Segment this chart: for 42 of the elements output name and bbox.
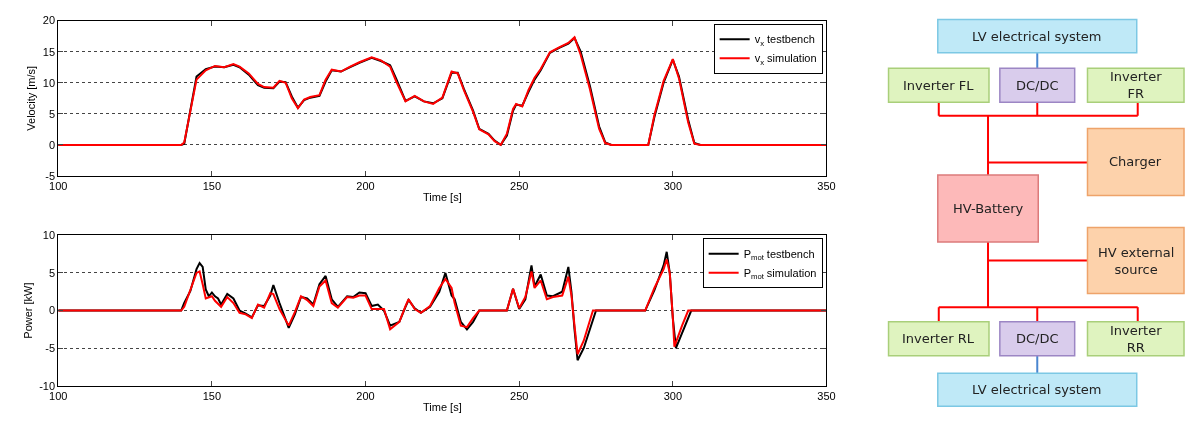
legend-label: v$_{x}$ testbench <box>754 33 815 48</box>
text: DC/DC <box>1016 78 1059 93</box>
x-tick-label: 100 <box>49 180 68 193</box>
y-tick-label: -5 <box>45 342 56 355</box>
x-tick-label: 350 <box>817 390 836 403</box>
text: Inverter FR <box>1110 69 1163 101</box>
text: LV electrical system <box>972 29 1102 44</box>
text: Inverter RR <box>1110 323 1163 355</box>
y-tick-label: 20 <box>42 14 56 27</box>
text: Inverter FL <box>903 78 975 93</box>
x-tick-label: 250 <box>510 390 529 403</box>
y-tick-label: -5 <box>45 169 56 182</box>
y-tick-label: 0 <box>48 138 56 151</box>
text: HV external source <box>1098 245 1175 277</box>
x-tick-label: 350 <box>817 180 836 193</box>
legend-label: P$_{mot}$ simulation <box>743 267 817 282</box>
y-tick-label: 10 <box>42 76 56 89</box>
x-tick-label: 100 <box>49 390 68 403</box>
y-tick-label: 0 <box>48 304 56 317</box>
y-tick-label: 10 <box>42 229 56 242</box>
y-tick-label: 5 <box>48 266 56 279</box>
x-tick-label: 300 <box>663 180 683 193</box>
x-tick-label: 200 <box>356 180 375 193</box>
y-tick-label: 15 <box>42 45 56 58</box>
x-tick-label: 250 <box>510 180 529 193</box>
legend-label: v$_{x}$ simulation <box>754 52 817 67</box>
x-tick-label: 150 <box>202 180 222 193</box>
text: Inverter RL <box>902 331 975 346</box>
text: DC/DC <box>1016 331 1059 346</box>
y-axis-title: Power [kW] <box>21 282 34 339</box>
x-tick-label: 150 <box>202 390 222 403</box>
text: LV electrical system <box>972 382 1102 397</box>
y-tick-label: -10 <box>39 379 56 392</box>
text: HV-Battery <box>953 201 1024 216</box>
x-tick-label: 200 <box>356 390 375 403</box>
x-axis-title: Time [s] <box>423 191 462 204</box>
x-tick-label: 300 <box>663 390 683 403</box>
legend-label: P$_{mot}$ testbench <box>743 248 815 263</box>
x-axis-title: Time [s] <box>423 401 462 414</box>
y-axis-title: Velocity [m/s] <box>25 65 38 131</box>
y-tick-label: 5 <box>48 107 56 120</box>
text: Charger <box>1109 154 1162 169</box>
